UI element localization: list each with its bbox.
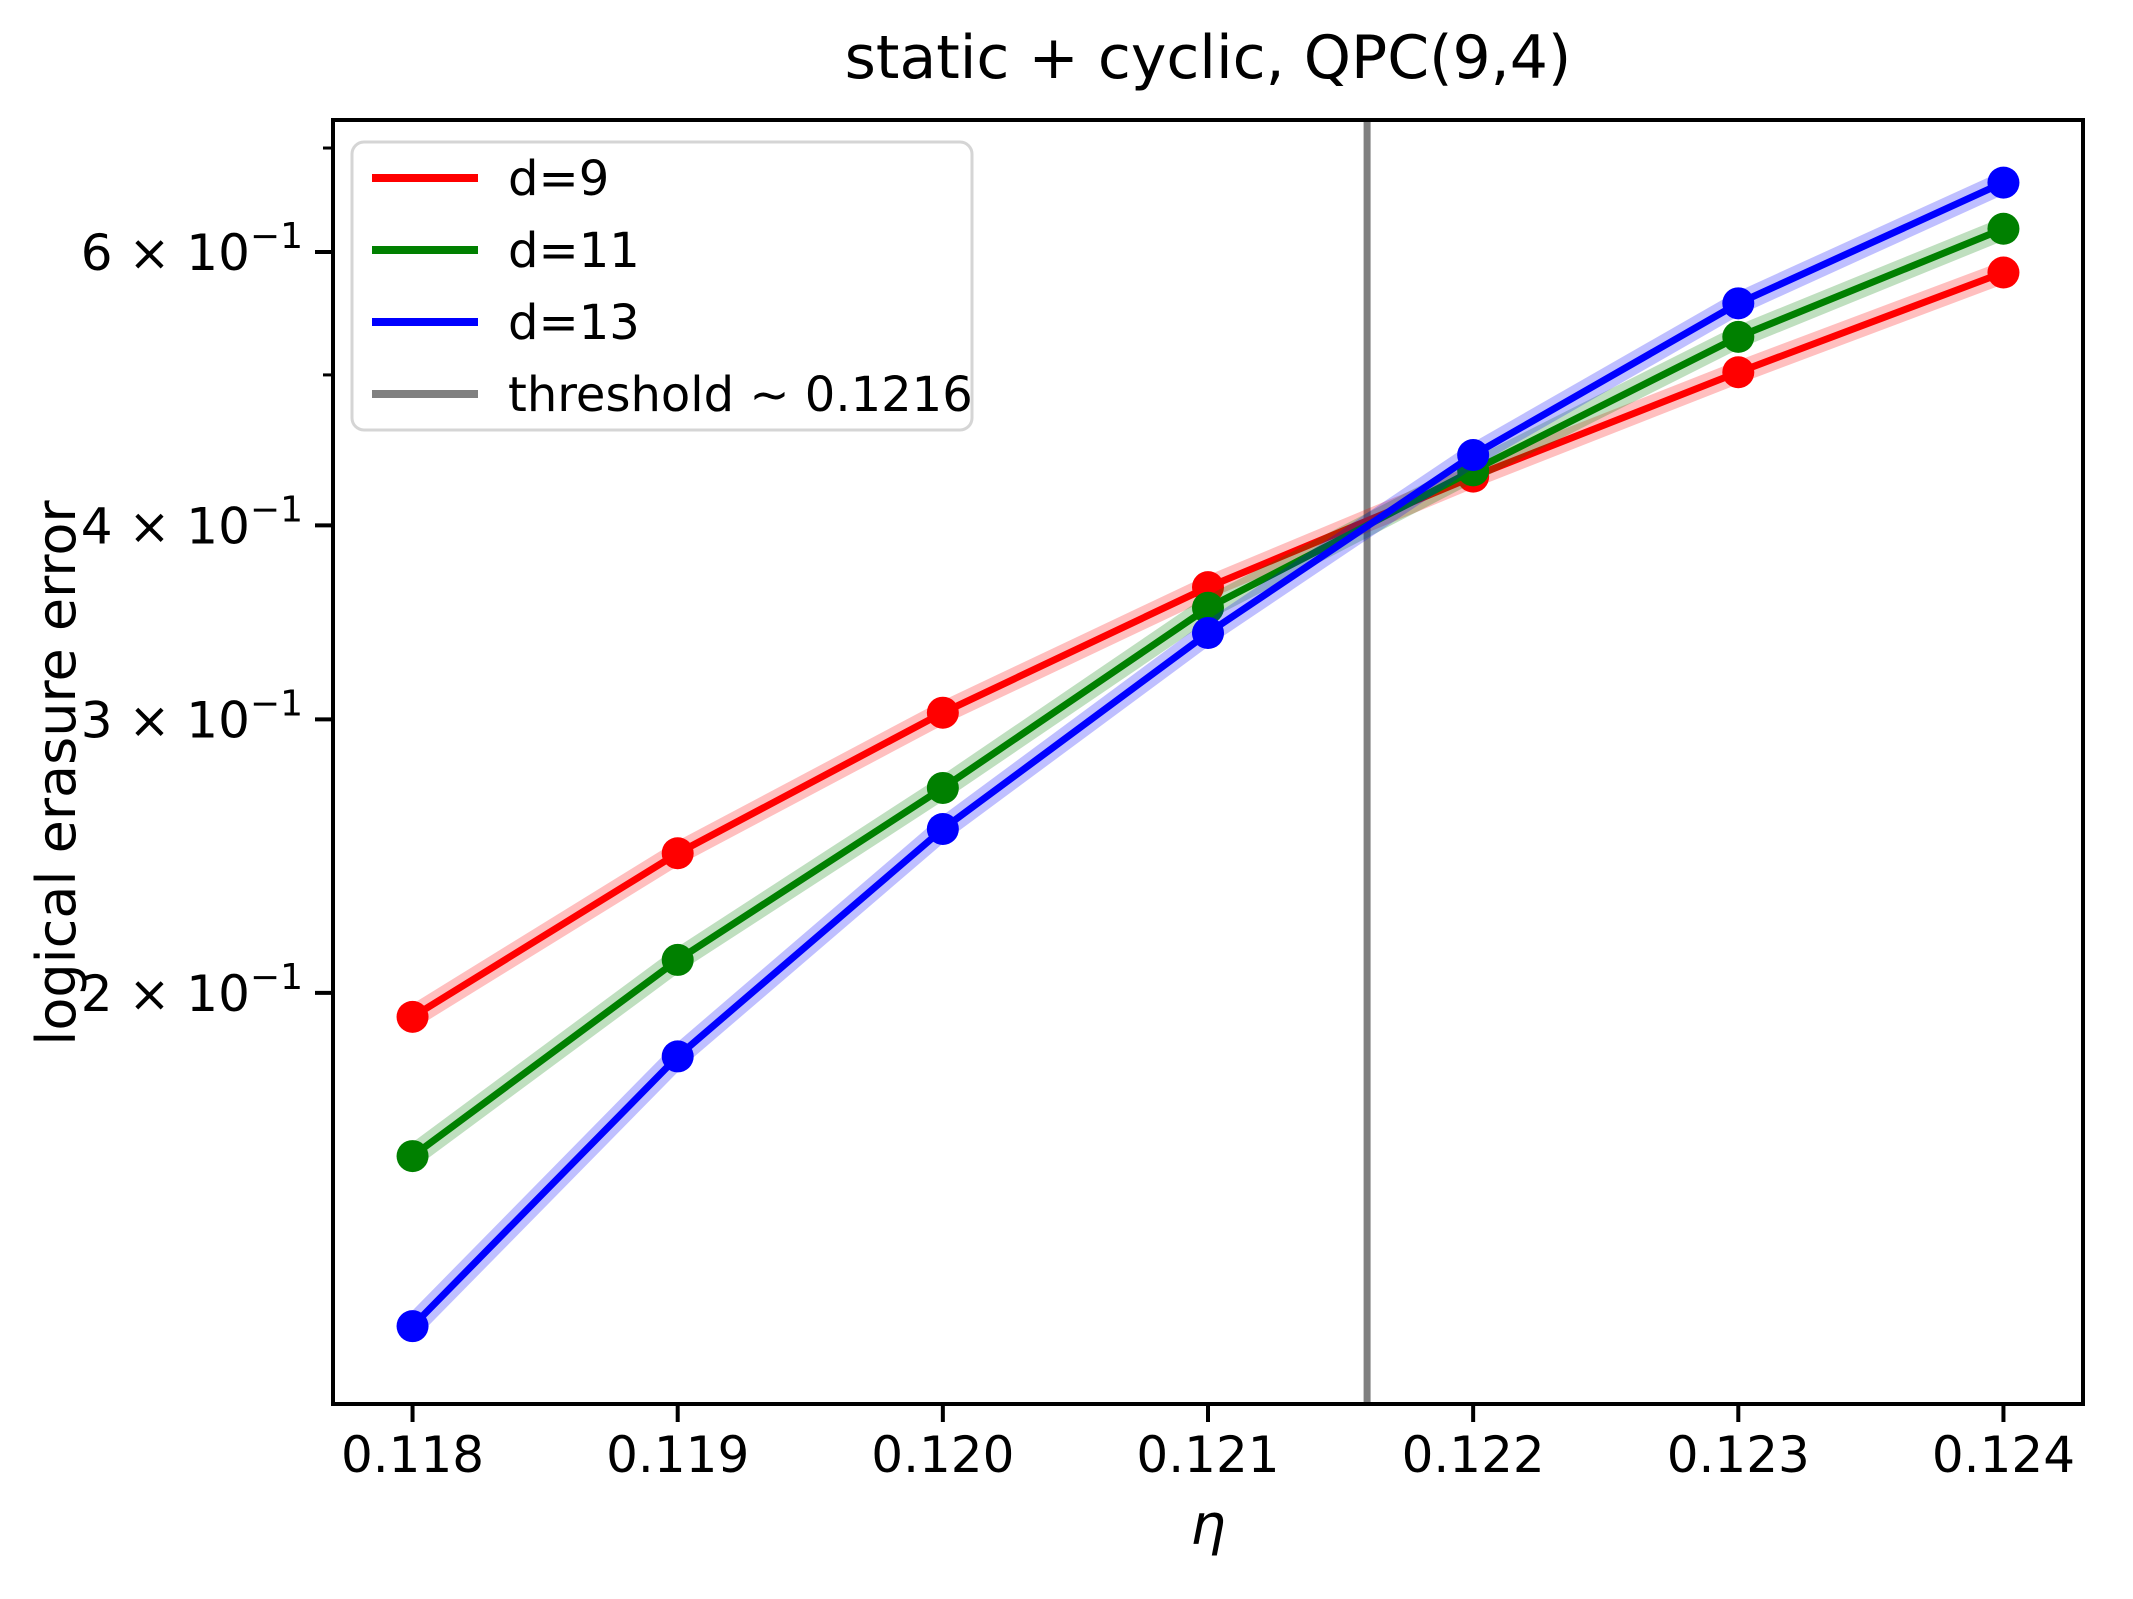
series-d13-marker	[661, 1040, 694, 1073]
chart-title: static + cyclic, QPC(9,4)	[845, 23, 1572, 93]
series-d13-marker	[1192, 617, 1224, 650]
legend-label-d13: d=13	[508, 295, 640, 351]
y-tick-exponent: −1	[250, 489, 303, 530]
series-d13-marker	[926, 812, 959, 845]
series-d11-marker	[661, 943, 694, 976]
series-d11-marker	[1987, 212, 2020, 245]
series-d9-marker	[1987, 256, 2020, 289]
series-d9-marker	[661, 837, 694, 870]
legend-label-d11: d=11	[508, 223, 640, 279]
y-tick-label: 4 × 10−1	[81, 489, 303, 555]
series-d13-marker	[1987, 166, 2020, 199]
series-d9-marker	[926, 696, 959, 729]
x-axis-ticks: 0.118 0.119 0.120 0.121 0.122 0.123 0.124	[341, 1404, 2075, 1484]
x-tick-label: 0.120	[871, 1426, 1014, 1484]
y-tick-label: 2 × 10−1	[81, 957, 303, 1023]
series-d11-marker	[1192, 591, 1224, 624]
x-axis-label: η	[1190, 1493, 1226, 1558]
series-d11-marker	[1722, 320, 1755, 353]
y-tick-exponent: −1	[250, 957, 303, 998]
plot-area	[396, 120, 2020, 1404]
legend-box	[350, 140, 974, 432]
x-tick-label: 0.123	[1667, 1426, 1810, 1484]
y-tick-label: 6 × 10−1	[81, 216, 303, 282]
y-tick-exponent: −1	[250, 683, 303, 724]
y-tick-label: 3 × 10−1	[81, 683, 303, 749]
x-tick-label: 0.124	[1932, 1426, 2075, 1484]
series-d11-marker	[396, 1140, 429, 1173]
x-tick-label: 0.121	[1136, 1426, 1279, 1484]
series-d11-marker	[926, 771, 959, 804]
series-d13-marker	[1457, 439, 1490, 472]
series-d9-marker	[1722, 356, 1755, 389]
series-d13-marker	[1722, 287, 1755, 320]
y-axis-ticks: 6 × 10−1 4 × 10−1 3 × 10−1 2 × 10−1	[81, 146, 333, 1023]
series-d13-marker	[396, 1310, 429, 1343]
legend-label-d9: d=9	[508, 151, 609, 207]
x-tick-label: 0.119	[606, 1426, 749, 1484]
series-d9-marker	[396, 1000, 429, 1033]
y-tick-exponent: −1	[250, 216, 303, 257]
x-tick-label: 0.122	[1402, 1426, 1545, 1484]
legend-label-threshold: threshold ~ 0.1216	[508, 367, 973, 423]
y-axis-label: logical erasure error	[25, 500, 88, 1046]
x-tick-label: 0.118	[341, 1426, 484, 1484]
legend: d=9 d=11 d=13 threshold ~ 0.1216	[350, 140, 974, 432]
